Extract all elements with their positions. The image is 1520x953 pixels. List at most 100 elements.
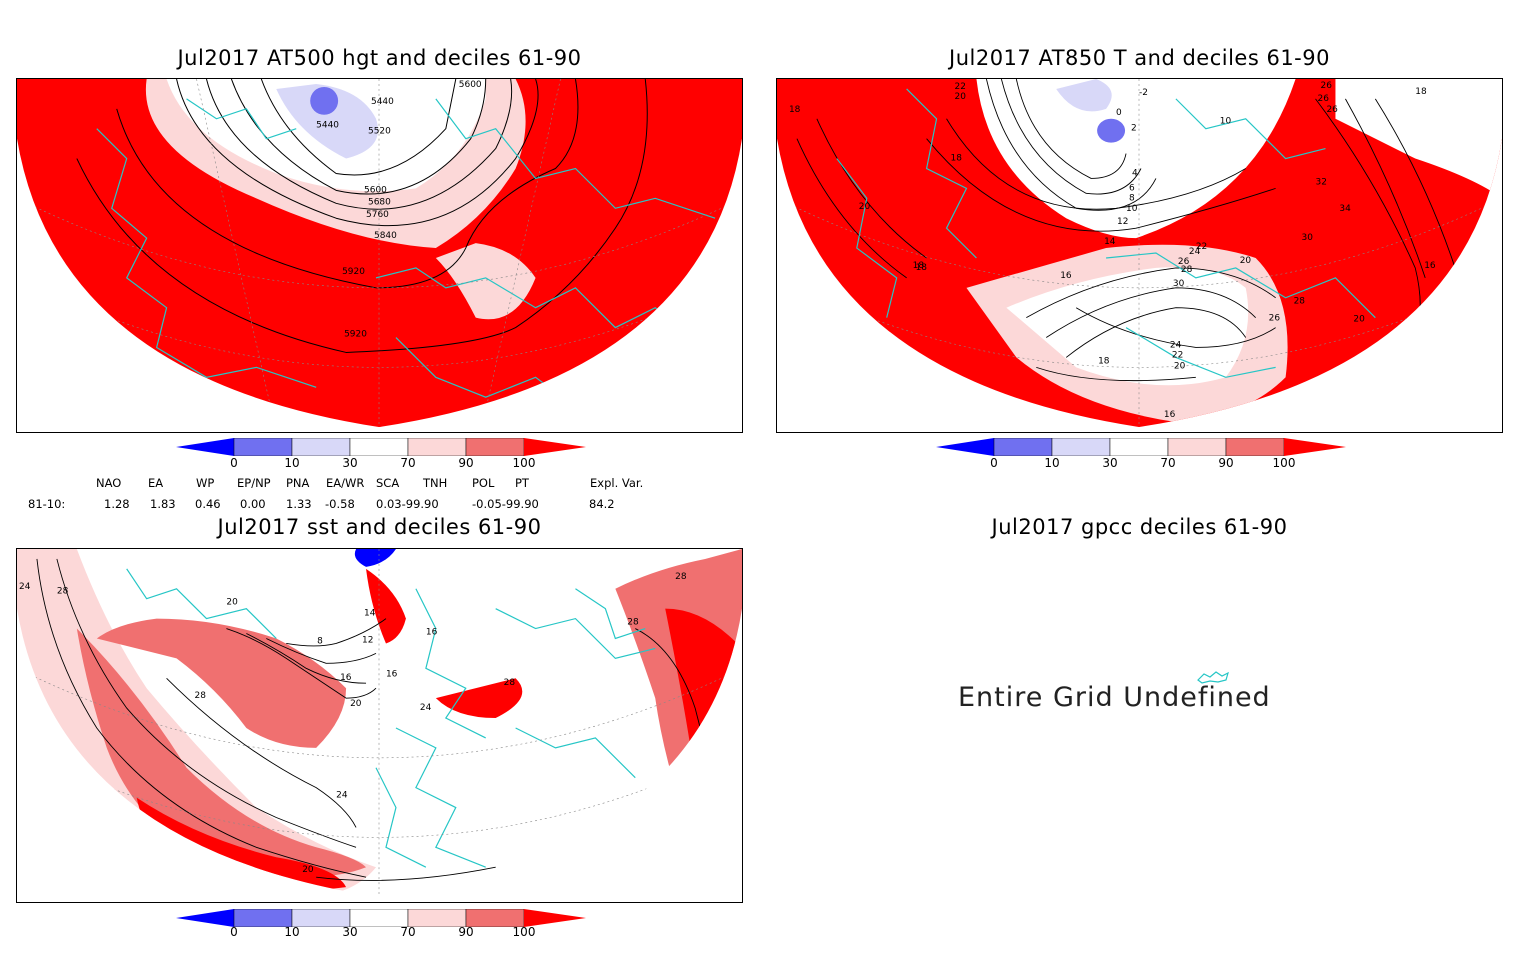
t850-contour-label: 18 [789, 105, 801, 115]
index-value-expl-var: 84.2 [589, 497, 615, 511]
t850-below30-region [1056, 79, 1112, 112]
t850-contour-label: 12 [1117, 217, 1128, 227]
z500-contour-label: 5840 [374, 231, 397, 241]
z500-contour-label: 5760 [366, 210, 389, 220]
sst-contour-label: 28 [504, 678, 516, 688]
t850-contour-label: 18 [1098, 356, 1110, 366]
sst-contour-label: 24 [19, 582, 31, 592]
colorbar-tick-label: 0 [990, 456, 998, 470]
z500-coastlines [96, 98, 716, 408]
z500-contour-label: 5920 [342, 267, 365, 277]
colorbar-tick-label: 100 [512, 456, 536, 470]
colorbar-tick-label: 0 [230, 456, 238, 470]
colorbar-tick-label: 90 [458, 456, 474, 470]
z500-contour-label: 5440 [371, 97, 394, 107]
index-value-nao: 1.28 [104, 497, 130, 511]
colorbar-tick-label: 0 [230, 925, 238, 939]
t850-contour-label: -2 [1139, 88, 1148, 98]
gpcc-undefined-message: Entire Grid Undefined [958, 682, 1271, 713]
t850-contour-label: 30 [1302, 233, 1314, 243]
z500-contour-label: 5920 [344, 330, 367, 340]
sst-red-patch-north [366, 568, 406, 644]
sst-contours [36, 558, 716, 881]
z500-contour-labels: 5440 5440 5520 5600 5600 5680 5760 5840 … [316, 80, 482, 340]
index-header-eawr: EA/WR [326, 476, 365, 490]
colorbar-tick-label: 10 [1044, 456, 1060, 470]
colorbar-0-10-swatch [993, 438, 1053, 456]
index-header-nao: NAO [96, 476, 122, 490]
t850-neutral-east [1335, 79, 1502, 199]
colorbar-neutral-swatch [349, 438, 409, 456]
t850-contour-label: 18 [913, 261, 925, 271]
colorbar-tick-label: 10 [284, 925, 300, 939]
t850-contour-label: 26 [1326, 105, 1338, 115]
t850-contour-label: 22 [955, 82, 966, 92]
colorbar-above-100-swatch [524, 438, 586, 456]
t850-map-svg: 22 20 18 18 20 18 -2 0 2 10 4 6 8 10 12 … [777, 79, 1502, 428]
t850-contour-label: 32 [1316, 177, 1327, 187]
sst-colorbar-svg [176, 909, 586, 927]
sst-contour-label: 28 [57, 587, 69, 597]
colorbar-90-100-swatch [1225, 438, 1285, 456]
z500-contours [76, 79, 648, 353]
t850-neutral-south [1006, 267, 1249, 386]
colorbar-tick-label: 100 [1272, 456, 1296, 470]
colorbar-neutral-swatch [349, 909, 409, 927]
t850-contour-label: 6 [1129, 183, 1135, 193]
colorbar-0-10-swatch [233, 438, 293, 456]
colorbar-below-0-swatch [936, 438, 994, 456]
colorbar-tick-label: 90 [1218, 456, 1234, 470]
sst-graticule [17, 549, 742, 898]
t850-contour-label: 16 [1164, 410, 1176, 420]
t850-neutral-north [976, 79, 1296, 239]
t850-contour-label: 28 [1181, 265, 1193, 275]
t850-contour-label: 10 [1220, 117, 1232, 127]
sst-contour-label: 12 [362, 635, 373, 645]
t850-colorbar-svg [936, 438, 1346, 456]
t850-contour-label: 28 [1294, 297, 1306, 307]
t850-hot-spot [1245, 175, 1376, 281]
index-value-wp: 0.46 [195, 497, 221, 511]
z500-colorbar-svg [176, 438, 586, 456]
sst-contour-labels: 24 28 20 28 16 8 12 14 16 16 20 24 28 28… [19, 572, 687, 875]
sst-contour-label: 28 [675, 572, 687, 582]
colorbar-10-30-swatch [291, 909, 351, 927]
t850-contour-label: 0 [1116, 108, 1122, 118]
index-header-wp: WP [196, 476, 215, 490]
index-header-epnp: EP/NP [237, 476, 271, 490]
t850-contour-label: 26 [1269, 314, 1281, 324]
t850-contour-label: 16 [1060, 271, 1072, 281]
t850-contour-label: 4 [1132, 168, 1138, 178]
index-row-label: 81-10: [28, 497, 66, 511]
colorbar-tick-label: 90 [458, 925, 474, 939]
colorbar-tick-label: 70 [400, 456, 416, 470]
index-header-tnh: TNH [423, 476, 448, 490]
index-value-epnp: 0.00 [240, 497, 266, 511]
sst-pink-region-center [96, 618, 347, 748]
sst-map: 24 28 20 28 16 8 12 14 16 16 20 24 28 28… [16, 548, 743, 903]
t850-panel-title: Jul2017 AT850 T and deciles 61-90 [949, 46, 1330, 70]
colorbar-tick-label: 100 [512, 925, 536, 939]
t850-contour-label: 24 [1189, 247, 1201, 257]
index-value-eawr: -0.58 [325, 497, 355, 511]
z500-map: 5440 5440 5520 5600 5600 5680 5760 5840 … [16, 78, 743, 433]
colorbar-above-100-swatch [1284, 438, 1346, 456]
sst-contour-label: 20 [302, 865, 314, 875]
sst-contour-label: 16 [340, 673, 352, 683]
t850-contour-label: 34 [1339, 204, 1351, 214]
gpcc-panel-title: Jul2017 gpcc deciles 61-90 [991, 515, 1288, 539]
t850-contour-labels: 22 20 18 18 20 18 -2 0 2 10 4 6 8 10 12 … [789, 81, 1436, 420]
sst-red-patch-med [435, 678, 523, 719]
colorbar-tick-label: 70 [400, 925, 416, 939]
index-header-pna: PNA [286, 476, 310, 490]
z500-below30-region [276, 83, 379, 159]
colorbar-10-30-swatch [1051, 438, 1111, 456]
z500-pink-patch [435, 243, 536, 320]
sst-map-svg: 24 28 20 28 16 8 12 14 16 16 20 24 28 28… [17, 549, 742, 898]
colorbar-tick-label: 30 [342, 456, 358, 470]
z500-contour-label: 5440 [316, 121, 339, 131]
index-header-expl-var: Expl. Var. [590, 476, 644, 490]
t850-coastlines [836, 88, 1376, 378]
t850-colorbar: 0 10 30 70 90 100 [936, 438, 1346, 482]
index-header-pol: POL [472, 476, 495, 490]
